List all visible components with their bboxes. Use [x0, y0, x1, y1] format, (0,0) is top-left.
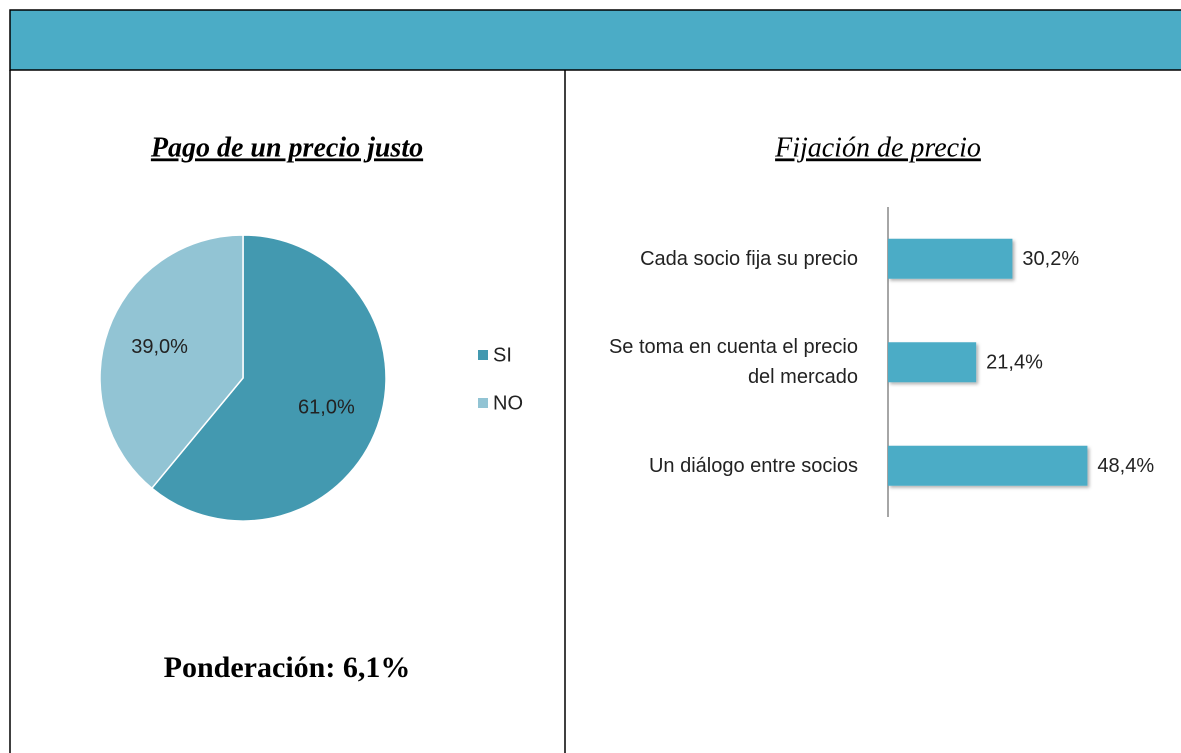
value-label: 48,4%: [1097, 455, 1154, 477]
pie-slice: [150, 234, 387, 522]
legend-swatch: [478, 350, 488, 360]
legend-swatch: [478, 398, 488, 408]
slice-label: 39,0%: [131, 336, 188, 358]
value-label: 30,2%: [1022, 248, 1079, 270]
bar-title: Fijación de precio: [774, 132, 981, 163]
category-label: Cada socio fija su precio: [640, 247, 858, 270]
category-label: Se toma en cuenta el precio del mercado: [608, 336, 858, 389]
bar: [888, 342, 977, 383]
header-band: [9, 9, 1181, 71]
pie-slice: [99, 234, 244, 490]
category-label: Un diálogo entre socios: [648, 454, 858, 477]
slice-label: 61,0%: [298, 396, 355, 418]
annotation: Ponderación: 6,1%: [164, 651, 411, 684]
bar: [888, 238, 1013, 279]
bar: [888, 445, 1088, 486]
value-label: 21,4%: [986, 352, 1043, 374]
legend-label: SI: [493, 344, 512, 366]
legend-label: NO: [493, 392, 523, 414]
pie-title: Pago de un precio justo: [150, 132, 423, 163]
